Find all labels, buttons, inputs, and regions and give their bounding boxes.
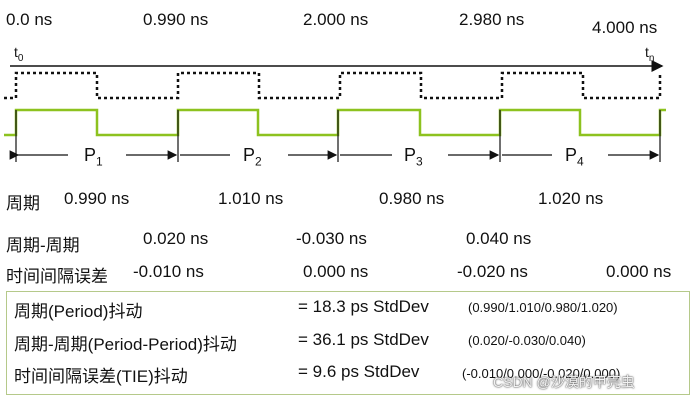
time-label-3: 2.980 ns	[459, 10, 525, 29]
c2c-value: -0.030 ns	[296, 229, 367, 248]
c2c-value: 0.040 ns	[466, 229, 532, 248]
t-end-label: tn	[645, 44, 655, 64]
watermark: CSDN @沙漠的甲壳虫	[493, 374, 635, 390]
period-jitter-label: 周期(Period)抖动	[14, 302, 143, 321]
period-jitter-detail: (0.990/1.010/0.980/1.020)	[468, 300, 618, 315]
c2c-value: 0.020 ns	[143, 229, 209, 248]
ideal-clock-waveform	[4, 71, 662, 100]
tie-jitter-detail: (-0.010/0.000/-0.020/0.000)	[462, 366, 621, 381]
tie-value: 0.000 ns	[606, 262, 672, 281]
period-label-3: P3	[404, 145, 423, 169]
period-value: 1.020 ns	[538, 189, 604, 208]
period-label-2: P2	[243, 145, 262, 169]
period-value: 0.990 ns	[64, 189, 130, 208]
time-label-2: 2.000 ns	[303, 10, 369, 29]
c2c-jitter-label: 周期-周期(Period-Period)抖动	[14, 335, 237, 354]
period-jitter-value: = 18.3 ps StdDev	[298, 297, 429, 316]
period-label-1: P1	[84, 145, 103, 169]
tie-row-label: 时间间隔误差	[6, 267, 108, 286]
time-label-4: 4.000 ns	[592, 18, 658, 37]
time-label-1: 0.990 ns	[143, 10, 209, 29]
c2c-row-label: 周期-周期	[6, 236, 80, 255]
tie-jitter-value: = 9.6 ps StdDev	[298, 362, 420, 381]
jitter-summary-box	[6, 291, 690, 395]
period-label-4: P4	[565, 145, 584, 169]
c2c-jitter-detail: (0.020/-0.030/0.040)	[468, 333, 586, 348]
tie-jitter-label: 时间间隔误差(TIE)抖动	[14, 367, 188, 386]
c2c-jitter-value: = 36.1 ps StdDev	[298, 330, 429, 349]
measured-signal-waveform	[4, 108, 666, 137]
tie-value: -0.010 ns	[133, 262, 204, 281]
tie-value: 0.000 ns	[303, 262, 369, 281]
period-row-label: 周期	[6, 194, 40, 213]
period-value: 1.010 ns	[218, 189, 284, 208]
waveform-diagram	[4, 60, 666, 162]
period-value: 0.980 ns	[379, 189, 445, 208]
t-start-label: t0	[14, 44, 24, 64]
time-label-0: 0.0 ns	[6, 10, 53, 29]
tie-value: -0.020 ns	[457, 262, 528, 281]
